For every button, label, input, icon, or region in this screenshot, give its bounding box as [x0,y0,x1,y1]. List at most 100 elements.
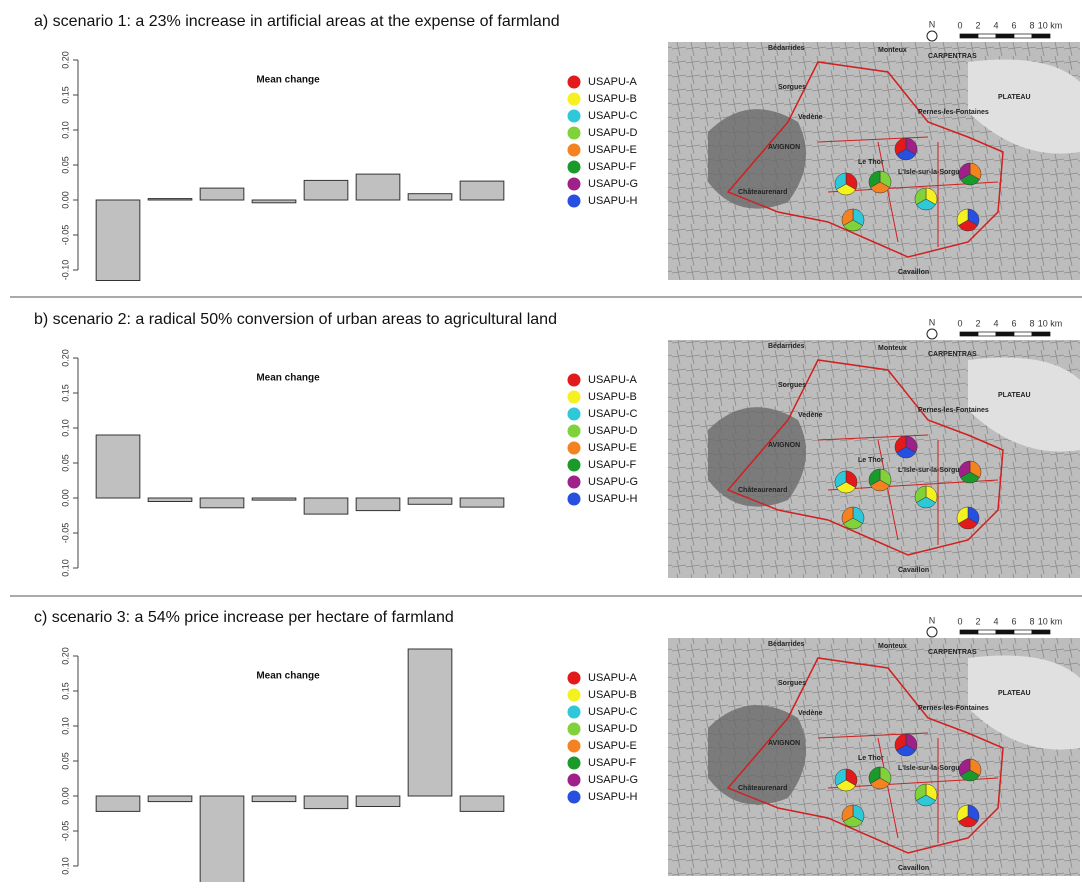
bar [407,193,453,201]
bar [355,795,401,807]
scale-bar [1031,629,1051,635]
chart-title: b) scenario 2: a radical 50% conversion … [34,311,557,328]
place-label: Bédarrides [768,45,805,52]
place-label: CARPENTRAS [928,351,977,358]
map-pie-slice [868,468,881,486]
legend-swatch [567,705,581,719]
scale-label: 2 [975,616,980,626]
y-tick-label: -0.05 [60,523,70,544]
annotation: Mean change [256,671,320,682]
scale-label: 0 [957,616,962,626]
bar [147,497,193,502]
map-boundary [817,434,999,545]
map-pie-slice [914,783,927,801]
map-pie-slice [956,804,969,822]
legend-label: USAPU-A [588,672,638,684]
place-label: Cavaillon [898,567,929,574]
scale-label: 6 [1011,318,1016,328]
legend-label: USAPU-A [588,374,638,386]
map-pie-slice [958,758,971,776]
scale-bar [995,629,1015,635]
bar [147,795,193,803]
map-pie-slice [843,815,863,828]
legend-label: USAPU-H [588,195,638,207]
legend-swatch [567,492,581,506]
bar [199,497,245,509]
north-arrow [926,30,938,42]
scale-bar [1013,331,1033,337]
map-pie-slice [894,733,907,751]
scale-bar [1031,331,1051,337]
legend-swatch [567,407,581,421]
map-pie-slice [958,162,971,180]
map-boundary [726,359,1004,556]
legend-label: USAPU-B [588,391,637,403]
map-boundary [817,136,999,247]
scale-label: 4 [993,616,998,626]
legend-swatch [567,441,581,455]
place-label: L'Isle-sur-la-Sorgue [898,765,964,772]
map-pie-slice [960,173,980,186]
y-tick-label: -0.05 [60,821,70,842]
scale-bar [959,331,979,337]
y-tick-label: -0.10 [60,260,70,281]
legend-swatch [567,390,581,404]
legend-swatch [567,424,581,438]
y-tick-label: 0.20 [60,647,70,665]
scale-label: 6 [1011,616,1016,626]
legend-label: USAPU-D [588,425,638,437]
bar [303,179,349,201]
legend-label: USAPU-C [588,706,638,718]
map-pie-slice [841,506,854,524]
map-boundary [726,61,1004,258]
scale-label: 4 [993,318,998,328]
legend-label: USAPU-D [588,723,638,735]
bar [95,434,141,499]
map-pie-slice [958,517,978,530]
bar [355,497,401,512]
legend-label: USAPU-C [588,110,638,122]
place-label: Le Thor [858,755,884,762]
place-label: CARPENTRAS [928,53,977,60]
scale-bar [1031,33,1051,39]
place-label: L'Isle-sur-la-Sorgue [898,467,964,474]
bars [95,648,505,882]
map-pie-slice [960,769,980,782]
map-pie-slice [914,187,927,205]
map-pie-slice [914,485,927,503]
map-plateau [968,357,1080,452]
panel: c) scenario 3: a 54% price increase per … [34,609,1080,882]
legend-label: USAPU-E [588,442,637,454]
y-tick-label: -0.05 [60,225,70,246]
y-tick-label: 0.00 [60,191,70,209]
place-label: Cavaillon [898,865,929,872]
place-label: Bédarrides [768,343,805,350]
place-label: Monteux [878,345,907,352]
map-pie-slice [960,471,980,484]
place-label: Châteaurenard [738,487,787,494]
legend-swatch [567,722,581,736]
map-pie-slice [841,804,854,822]
scale-bar [977,33,997,39]
y-tick-label: 0.10 [60,857,70,875]
map-pie-slice [836,779,856,792]
y-tick-label: 0.00 [60,489,70,507]
bar [199,795,245,882]
legend-swatch [567,160,581,174]
annotation: Mean change [256,373,320,384]
place-label: Sorgues [778,382,806,389]
place-label: Vedène [798,114,823,121]
map-pie-slice [834,768,847,786]
y-tick-label: 0.10 [60,559,70,577]
map-pie-slice [894,137,907,155]
chart-title: c) scenario 3: a 54% price increase per … [34,609,454,626]
legend-label: USAPU-C [588,408,638,420]
y-tick-label: 0.10 [60,121,70,139]
legend-swatch [567,671,581,685]
map-pie-slice [836,481,856,494]
scale-label: 4 [993,20,998,30]
legend-label: USAPU-G [588,476,638,488]
legend-label: USAPU-G [588,774,638,786]
legend-label: USAPU-E [588,740,637,752]
